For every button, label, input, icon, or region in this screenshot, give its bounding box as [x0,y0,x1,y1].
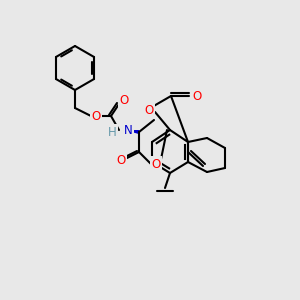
Text: O: O [192,89,202,103]
Text: N: N [124,124,133,136]
Text: O: O [152,158,160,170]
Text: O: O [119,94,129,107]
Text: O: O [144,103,154,116]
Polygon shape [124,130,139,134]
Text: H: H [108,125,116,139]
Text: O: O [116,154,126,166]
Text: O: O [92,110,100,122]
